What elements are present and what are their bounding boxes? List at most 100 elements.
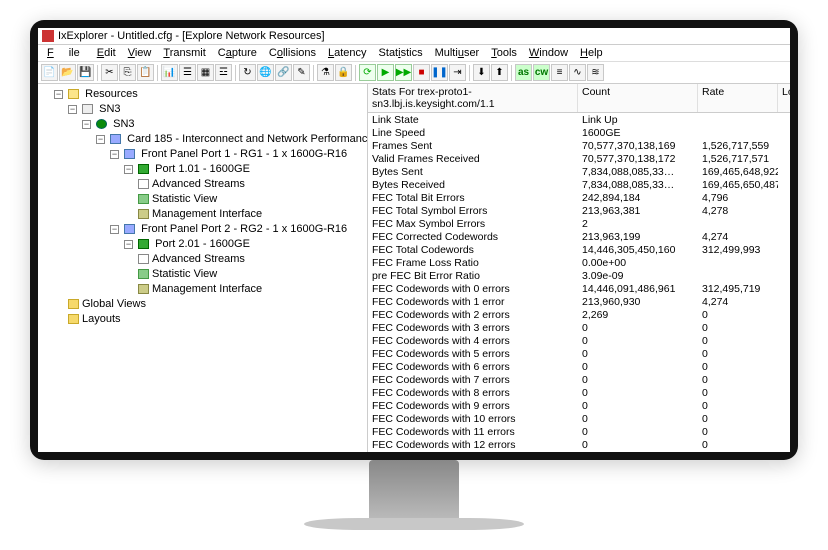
menu-latency[interactable]: Latency	[323, 46, 372, 60]
tree-card[interactable]: − Card 185 - Interconnect and Network Pe…	[96, 132, 365, 297]
col-logging[interactable]: Logging	[778, 84, 790, 112]
stats-row[interactable]: Bytes Sent7,834,088,085,33…169,465,648,9…	[368, 165, 790, 178]
tree-mgmt1[interactable]: Management Interface	[138, 207, 365, 222]
collapse-icon[interactable]: −	[68, 105, 77, 114]
stats-row[interactable]: FEC Codewords with 11 errors00	[368, 425, 790, 438]
tb-step-icon[interactable]: ▶▶	[395, 64, 412, 81]
stats-row[interactable]: FEC Codewords with 3 errors00	[368, 321, 790, 334]
tb-new-icon[interactable]: 📄	[41, 64, 58, 81]
tb-down-icon[interactable]: ⬇	[473, 64, 490, 81]
stat-name: Bytes Sent	[368, 165, 578, 178]
tb-paste-icon[interactable]: 📋	[137, 64, 154, 81]
collapse-icon[interactable]: −	[124, 240, 133, 249]
tree-fpp2[interactable]: − Front Panel Port 2 - RG2 - 1 x 1600G-R…	[110, 222, 365, 297]
stats-row[interactable]: FEC Codewords with 12 errors00	[368, 438, 790, 451]
tb-lock-icon[interactable]: 🔒	[335, 64, 352, 81]
tb-open-icon[interactable]: 📂	[59, 64, 76, 81]
tb-list-icon[interactable]: ☰	[179, 64, 196, 81]
menu-statistics[interactable]: Statistics	[374, 46, 428, 60]
stats-row[interactable]: FEC Total Symbol Errors213,963,3814,278	[368, 204, 790, 217]
menu-help[interactable]: Help	[575, 46, 608, 60]
tree-layouts[interactable]: Layouts	[68, 312, 365, 327]
stats-row[interactable]: FEC Codewords with 7 errors00	[368, 373, 790, 386]
stats-row[interactable]: Frames Sent70,577,370,138,1691,526,717,5…	[368, 139, 790, 152]
stats-row[interactable]: FEC Codewords with 2 errors2,2690	[368, 308, 790, 321]
menu-tools[interactable]: Tools	[486, 46, 522, 60]
stats-row[interactable]: FEC Codewords with 10 errors00	[368, 412, 790, 425]
stats-row[interactable]: pre FEC Bit Error Ratio3.09e-09	[368, 269, 790, 282]
menu-capture[interactable]: Capture	[213, 46, 262, 60]
tb-link-icon[interactable]: 🔗	[275, 64, 292, 81]
collapse-icon[interactable]: −	[82, 120, 91, 129]
menu-file[interactable]: File	[42, 46, 90, 60]
collapse-icon[interactable]: −	[110, 150, 119, 159]
tb-save-icon[interactable]: 💾	[77, 64, 94, 81]
tree-global-views[interactable]: Global Views	[68, 297, 365, 312]
stats-row[interactable]: Link StateLink Up	[368, 113, 790, 126]
tb-refresh-icon[interactable]: ↻	[239, 64, 256, 81]
tree-chassis[interactable]: − SN3 − Card 185 - Interconnect and Netw…	[82, 117, 365, 297]
menu-window[interactable]: Window	[524, 46, 573, 60]
stats-row[interactable]: FEC Codewords with 1 error213,960,9304,2…	[368, 295, 790, 308]
col-rate[interactable]: Rate	[698, 84, 778, 112]
tb-step2-icon[interactable]: ⇥	[449, 64, 466, 81]
stats-row[interactable]: FEC Codewords with 5 errors00	[368, 347, 790, 360]
menu-multiuser[interactable]: Multiuser	[430, 46, 485, 60]
tb-pause-icon[interactable]: ❚❚	[431, 64, 448, 81]
stats-row[interactable]: FEC Codewords with 8 errors00	[368, 386, 790, 399]
stats-row[interactable]: FEC Total Bit Errors242,894,1844,796	[368, 191, 790, 204]
tree-sv1[interactable]: Statistic View	[138, 192, 365, 207]
tb-as-icon[interactable]: as	[515, 64, 532, 81]
tb-play-icon[interactable]: ▶	[377, 64, 394, 81]
tb-detail-icon[interactable]: ☲	[215, 64, 232, 81]
stats-row[interactable]: FEC Codewords with 9 errors00	[368, 399, 790, 412]
tree-sv-label: Statistic View	[152, 193, 217, 205]
tree-sv-label: Statistic View	[152, 268, 217, 280]
stats-row[interactable]: FEC Codewords with 6 errors00	[368, 360, 790, 373]
tb-m2-icon[interactable]: ∿	[569, 64, 586, 81]
stats-row[interactable]: FEC Total Codewords14,446,305,450,160312…	[368, 243, 790, 256]
tb-funnel-icon[interactable]: ⚗	[317, 64, 334, 81]
collapse-icon[interactable]: −	[110, 225, 119, 234]
stats-row[interactable]: FEC Frame Loss Ratio0.00e+00	[368, 256, 790, 269]
tree-port1[interactable]: − Port 1.01 - 1600GE Advanced Streams	[124, 162, 365, 222]
tb-copy-icon[interactable]: ⎘	[119, 64, 136, 81]
tb-m3-icon[interactable]: ≋	[587, 64, 604, 81]
tb-note-icon[interactable]: ✎	[293, 64, 310, 81]
stats-row[interactable]: Bytes Received7,834,088,085,33…169,465,6…	[368, 178, 790, 191]
col-stat-name[interactable]: Stats For trex-proto1-sn3.lbj.is.keysigh…	[368, 84, 578, 112]
collapse-icon[interactable]: −	[96, 135, 105, 144]
collapse-icon[interactable]: −	[124, 165, 133, 174]
tree-sv2[interactable]: Statistic View	[138, 267, 365, 282]
menu-collisions[interactable]: Collisions	[264, 46, 321, 60]
tb-cw-icon[interactable]: cw	[533, 64, 550, 81]
stats-row[interactable]: FEC Codewords with 4 errors00	[368, 334, 790, 347]
tb-start-icon[interactable]: ⟳	[359, 64, 376, 81]
tb-stop-icon[interactable]: ■	[413, 64, 430, 81]
tb-grid-icon[interactable]: ▦	[197, 64, 214, 81]
tree-root[interactable]: − Resources − SN3 −	[54, 87, 365, 327]
menu-edit[interactable]: Edit	[92, 46, 121, 60]
resource-tree[interactable]: − Resources − SN3 −	[38, 84, 368, 452]
tree-port2[interactable]: − Port 2.01 - 1600GE Advanced Streams	[124, 237, 365, 297]
stats-row[interactable]: FEC Corrected Codewords213,963,1994,274	[368, 230, 790, 243]
tb-m1-icon[interactable]: ≡	[551, 64, 568, 81]
menu-transmit[interactable]: Transmit	[158, 46, 210, 60]
tree-adv1[interactable]: Advanced Streams	[138, 177, 365, 192]
collapse-icon[interactable]: −	[54, 90, 63, 99]
stats-row[interactable]: FEC Codewords with 13 errors00	[368, 451, 790, 452]
stats-row[interactable]: FEC Max Symbol Errors2	[368, 217, 790, 230]
tb-chart-icon[interactable]: 📊	[161, 64, 178, 81]
tree-fpp1[interactable]: − Front Panel Port 1 - RG1 - 1 x 1600G-R…	[110, 147, 365, 222]
menu-view[interactable]: View	[123, 46, 157, 60]
tree-adv2[interactable]: Advanced Streams	[138, 252, 365, 267]
stats-row[interactable]: Valid Frames Received70,577,370,138,1721…	[368, 152, 790, 165]
tb-globe-icon[interactable]: 🌐	[257, 64, 274, 81]
stats-row[interactable]: FEC Codewords with 0 errors14,446,091,48…	[368, 282, 790, 295]
tree-host[interactable]: − SN3 − SN3	[68, 102, 365, 297]
tb-up-icon[interactable]: ⬆	[491, 64, 508, 81]
stats-row[interactable]: Line Speed1600GE	[368, 126, 790, 139]
col-count[interactable]: Count	[578, 84, 698, 112]
tb-cut-icon[interactable]: ✂	[101, 64, 118, 81]
tree-mgmt2[interactable]: Management Interface	[138, 282, 365, 297]
